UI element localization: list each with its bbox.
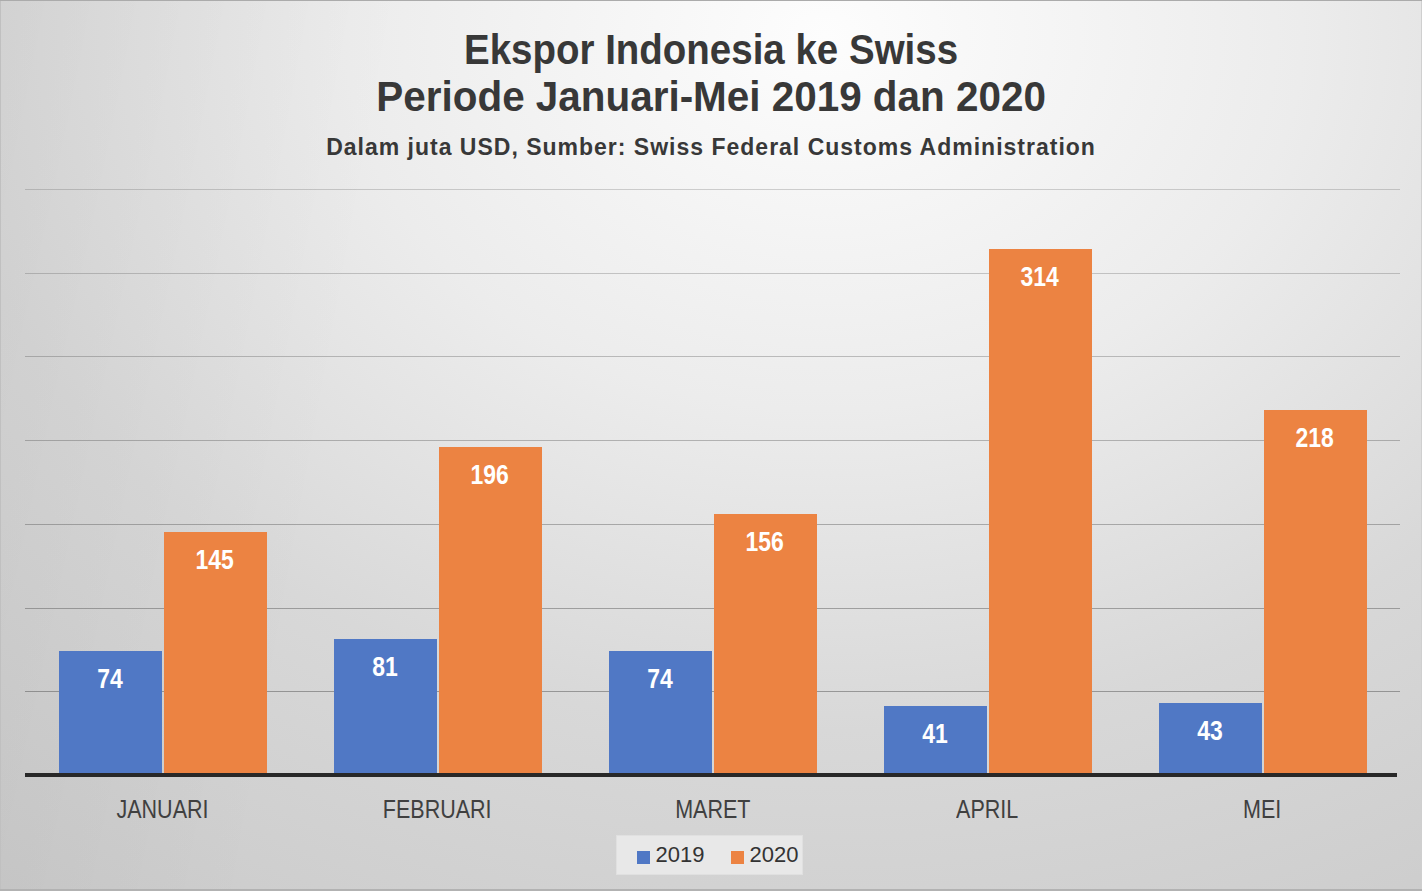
legend: 2019 2020 bbox=[616, 835, 803, 875]
bar-value-label: 145 bbox=[164, 545, 267, 576]
bar-value-label: 41 bbox=[884, 719, 987, 750]
legend-item-2019: 2019 bbox=[637, 842, 705, 868]
legend-swatch-2020 bbox=[731, 851, 744, 864]
legend-label: 2019 bbox=[656, 842, 705, 868]
gridline bbox=[25, 273, 1400, 274]
bar-2020-februari: 196 bbox=[439, 447, 542, 775]
chart-title-line2: Periode Januari-Mei 2019 dan 2020 bbox=[0, 73, 1422, 120]
category-label-februari: FEBRUARI bbox=[298, 795, 578, 824]
chart-title-line1: Ekspor Indonesia ke Swiss bbox=[0, 26, 1422, 73]
category-label-mei: MEI bbox=[1123, 795, 1403, 824]
gridline bbox=[25, 356, 1400, 357]
bar-2019-april: 41 bbox=[884, 706, 987, 775]
bar-value-label: 156 bbox=[714, 527, 817, 558]
bar-value-label: 74 bbox=[609, 664, 712, 695]
bar-value-label: 314 bbox=[989, 262, 1092, 293]
category-label-januari: JANUARI bbox=[23, 795, 303, 824]
plot-area: 74 145 81 196 74 156 41 314 43 218 bbox=[25, 189, 1400, 775]
bar-value-label: 74 bbox=[59, 664, 162, 695]
legend-swatch-2019 bbox=[637, 851, 650, 864]
gridline bbox=[25, 524, 1400, 525]
bar-2020-januari: 145 bbox=[164, 532, 267, 775]
category-label-maret: MARET bbox=[573, 795, 853, 824]
bar-2020-mei: 218 bbox=[1264, 410, 1367, 775]
category-label-april: APRIL bbox=[848, 795, 1128, 824]
bar-2019-februari: 81 bbox=[334, 639, 437, 775]
bar-2020-maret: 156 bbox=[714, 514, 817, 775]
x-axis-line bbox=[25, 773, 1397, 777]
bar-value-label: 196 bbox=[439, 460, 542, 491]
gridline bbox=[25, 189, 1400, 190]
bar-2020-april: 314 bbox=[989, 249, 1092, 775]
bar-2019-maret: 74 bbox=[609, 651, 712, 775]
bar-2019-mei: 43 bbox=[1159, 703, 1262, 775]
bar-2019-januari: 74 bbox=[59, 651, 162, 775]
chart-slide: Ekspor Indonesia ke Swiss Periode Januar… bbox=[0, 0, 1422, 891]
legend-item-2020: 2020 bbox=[731, 842, 799, 868]
bar-value-label: 218 bbox=[1264, 423, 1367, 454]
chart-subtitle: Dalam juta USD, Sumber: Swiss Federal Cu… bbox=[0, 132, 1422, 162]
legend-label: 2020 bbox=[750, 842, 799, 868]
gridline bbox=[25, 440, 1400, 441]
bar-value-label: 81 bbox=[334, 652, 437, 683]
title-block: Ekspor Indonesia ke Swiss Periode Januar… bbox=[0, 26, 1422, 162]
bar-value-label: 43 bbox=[1159, 716, 1262, 747]
